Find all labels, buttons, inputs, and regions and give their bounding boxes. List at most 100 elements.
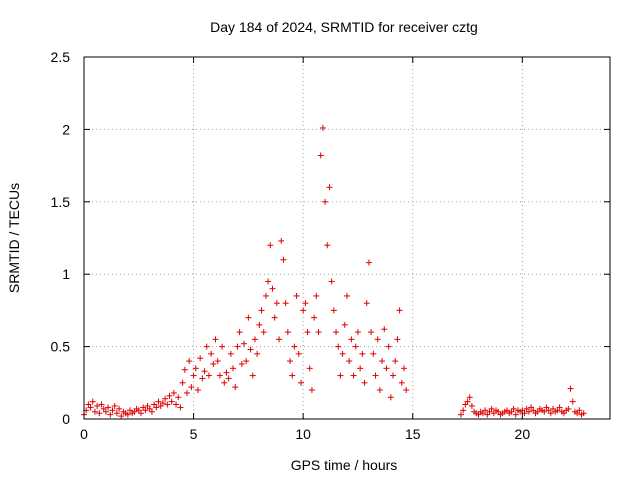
data-point: [512, 411, 519, 418]
data-point: [175, 394, 182, 401]
data-point: [306, 365, 313, 372]
data-point: [282, 300, 289, 307]
data-point: [569, 398, 576, 405]
data-point: [482, 407, 489, 414]
data-point: [232, 384, 239, 391]
data-point: [267, 242, 274, 249]
data-point: [102, 408, 109, 415]
data-point: [352, 343, 359, 350]
data-point: [348, 336, 355, 343]
data-point: [214, 358, 221, 365]
data-point: [221, 379, 228, 386]
data-point: [247, 346, 254, 353]
data-point: [468, 402, 475, 409]
data-point: [295, 350, 302, 357]
data-point: [159, 400, 166, 407]
data-point: [168, 398, 175, 405]
data-point: [208, 350, 215, 357]
data-point: [510, 405, 517, 412]
data-point: [177, 404, 184, 411]
data-point: [457, 411, 464, 418]
data-point: [273, 300, 280, 307]
data-point: [385, 343, 392, 350]
plot-frame: [83, 56, 611, 420]
data-point: [186, 358, 193, 365]
data-point: [188, 384, 195, 391]
data-point: [363, 300, 370, 307]
data-point: [203, 343, 210, 350]
data-point: [201, 368, 208, 375]
x-tick-label: 20: [515, 426, 531, 442]
data-point: [118, 413, 125, 420]
data-point: [394, 336, 401, 343]
data-point: [124, 411, 131, 418]
data-point: [107, 411, 114, 418]
data-point: [91, 408, 98, 415]
data-point: [324, 242, 331, 249]
data-point: [260, 329, 267, 336]
y-tick-label: 1: [62, 266, 70, 282]
data-point: [344, 292, 350, 299]
data-point: [387, 394, 394, 401]
data-point: [243, 358, 250, 365]
data-point: [181, 366, 188, 373]
data-point: [346, 358, 353, 365]
data-point: [400, 365, 407, 372]
data-point: [379, 358, 386, 365]
data-point: [339, 350, 346, 357]
data-point: [293, 292, 300, 299]
data-point: [341, 321, 348, 328]
x-tick-labels: 0 5 10 15 20: [80, 426, 530, 442]
data-point: [179, 379, 186, 386]
data-point: [322, 198, 329, 205]
data-point: [580, 410, 587, 417]
data-point: [383, 365, 390, 372]
data-point: [271, 314, 278, 321]
data-point: [173, 401, 180, 408]
data-point: [330, 307, 337, 314]
x-axis-title: GPS time / hours: [291, 457, 398, 473]
data-point: [245, 314, 252, 321]
data-point: [164, 401, 171, 408]
data-point: [376, 387, 383, 394]
data-point: [251, 336, 258, 343]
data-point: [166, 392, 173, 399]
data-point: [236, 329, 243, 336]
data-point: [576, 407, 583, 414]
data-point: [565, 405, 572, 412]
data-point: [216, 372, 223, 379]
data-point: [396, 307, 403, 314]
data-point: [337, 372, 344, 379]
data-point: [192, 365, 199, 372]
chart-title: Day 184 of 2024, SRMTID for receiver czt…: [210, 19, 478, 35]
data-point: [359, 350, 366, 357]
data-point: [525, 408, 532, 415]
data-point: [234, 343, 241, 350]
data-point: [205, 372, 212, 379]
data-point: [194, 387, 201, 394]
x-tick-label: 0: [80, 426, 88, 442]
data-point: [464, 398, 471, 405]
data-point: [317, 152, 324, 159]
data-point: [258, 307, 265, 314]
data-point: [357, 365, 364, 372]
data-point: [265, 278, 272, 285]
data-point: [370, 350, 377, 357]
data-point: [210, 360, 217, 367]
data-point: [302, 300, 309, 307]
gridlines: [84, 57, 610, 419]
data-point: [162, 395, 169, 402]
data-point: [184, 389, 191, 396]
data-point: [137, 410, 144, 417]
y-tick-label: 0.5: [51, 339, 71, 355]
data-point: [328, 278, 335, 285]
data-point: [89, 398, 96, 405]
data-point: [111, 402, 118, 409]
data-point: [374, 336, 381, 343]
data-point: [313, 292, 320, 299]
data-point: [361, 379, 368, 386]
data-point: [311, 314, 318, 321]
data-point: [116, 405, 123, 412]
data-point: [249, 372, 256, 379]
